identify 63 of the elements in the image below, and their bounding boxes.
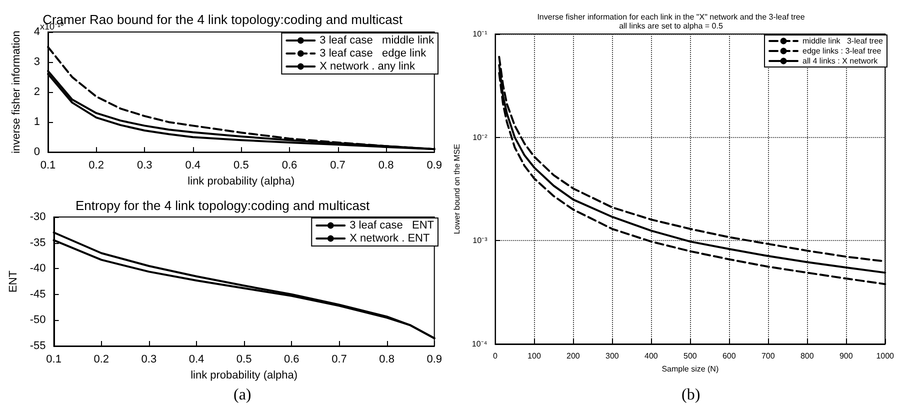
x-tick-label: 0.4 (188, 354, 204, 366)
x-tick-label: 0.7 (330, 160, 346, 172)
y-tick-label: 10⁻⁴ (472, 340, 488, 348)
x-tick-label: 0.2 (88, 160, 104, 172)
x-tick-label: 0.5 (234, 160, 249, 172)
x-tick-label: 0.8 (379, 354, 394, 366)
legend-label: 3 leaf case middle link (320, 34, 434, 46)
legend-label: X network . ENT (350, 232, 430, 244)
y-tick-label: 1 (34, 116, 40, 128)
chart-subtitle: all links are set to alpha = 0.5 (619, 22, 724, 30)
x-tick-label: 0.1 (40, 160, 56, 172)
y-tick-label: 10⁻¹ (472, 30, 488, 38)
x-tick-label: 0.9 (426, 160, 442, 172)
x-tick-label: 1000 (876, 352, 895, 360)
y-tick-label: 4 (34, 26, 40, 38)
x-tick-label: 0.9 (426, 354, 442, 366)
x-tick-label: 0.7 (332, 354, 347, 366)
y-tick-label: 0 (34, 146, 40, 158)
x-tick-label: 0.3 (136, 160, 152, 172)
x-tick-label: 500 (683, 352, 698, 360)
x-axis-title: Sample size (N) (662, 364, 719, 374)
x-tick-label: 0.4 (185, 160, 201, 172)
y-tick-label: 10⁻² (472, 132, 488, 142)
legend-label: X network . any link (320, 60, 416, 72)
legend-label: 3 leaf case edge link (320, 48, 427, 60)
x-tick-label: 0.6 (282, 160, 298, 172)
x-tick-label: 600 (722, 352, 736, 360)
y-tick-label: -45 (30, 288, 46, 300)
chart-title: Entropy for the 4 link topology:coding and multicast (75, 198, 370, 213)
y-tick-label: -35 (30, 236, 46, 249)
x-axis-title: link probability (alpha) (190, 369, 298, 382)
legend-label: all 4 links : X network (802, 56, 879, 66)
y-axis-title: inverse fisher information (10, 30, 22, 154)
x-tick-label: 0.1 (46, 354, 62, 366)
x-tick-label: 0.6 (284, 354, 300, 366)
x-tick-label: 0 (493, 352, 498, 360)
y-tick-label: -30 (30, 211, 46, 223)
y-tick-label: 10⁻³ (472, 236, 488, 246)
legend-label: edge links : 3-leaf tree (802, 46, 882, 56)
x-tick-label: 800 (800, 352, 814, 360)
y-tick-label: 2 (34, 86, 40, 98)
x-tick-label: 0.8 (378, 160, 394, 172)
x-tick-label: 900 (839, 352, 854, 360)
x-axis-title: link probability (alpha) (188, 176, 295, 188)
y-axis-title: Lower bound on the MSE (452, 144, 462, 234)
text: (a) (234, 386, 252, 404)
x-tick-label: 300 (606, 352, 620, 360)
y-tick-label: 3 (34, 56, 40, 68)
x-tick-label: 400 (644, 352, 658, 360)
y-tick-label: -50 (30, 314, 46, 326)
legend-label: 3 leaf case ENT (350, 220, 434, 232)
text: (b) (682, 386, 700, 404)
y-axis-title: ENT (8, 270, 20, 292)
x-tick-label: 700 (761, 352, 776, 360)
x-tick-label: 0.5 (236, 354, 252, 366)
legend-label: middle link 3-leaf tree (802, 36, 884, 46)
chart-title: Inverse fisher information for each link in the "X" network and the 3-leaf tree (537, 12, 806, 22)
y-tick-label: -55 (30, 340, 46, 352)
x-tick-label: 100 (528, 352, 542, 360)
x-tick-label: 0.2 (94, 354, 110, 366)
x-tick-label: 0.3 (141, 354, 157, 366)
x-tick-label: 200 (566, 352, 580, 360)
y-tick-label: -40 (30, 262, 46, 275)
